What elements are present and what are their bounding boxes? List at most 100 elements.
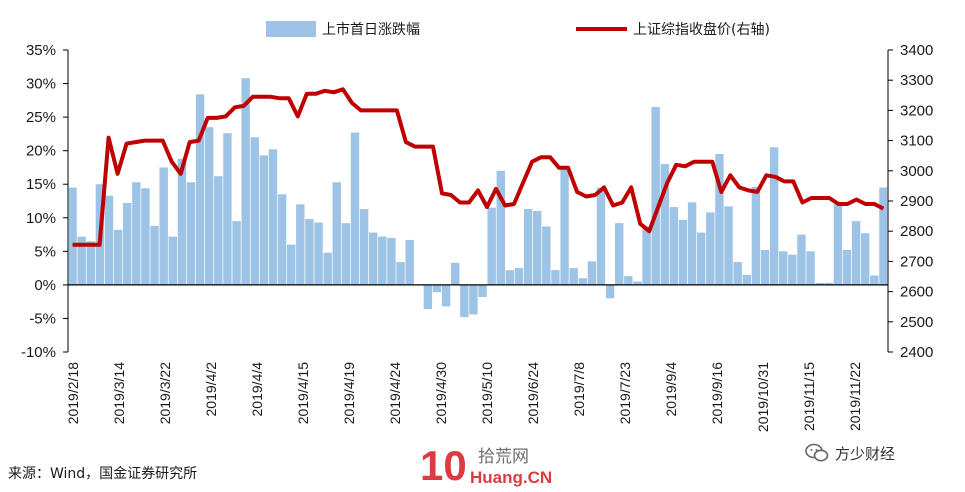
bar: [779, 251, 788, 285]
line-series: [72, 87, 885, 247]
bar: [341, 223, 351, 285]
bar: [542, 226, 551, 285]
bar: [742, 274, 751, 285]
watermark-right: 方少财经: [805, 439, 955, 467]
bar: [441, 284, 451, 307]
bar: [533, 211, 542, 285]
bar: [842, 249, 852, 285]
legend-bar-swatch: [266, 21, 316, 37]
x-tick-label: 2019/9/16: [709, 362, 725, 424]
x-tick-label: 2019/5/10: [479, 362, 495, 424]
bar: [760, 249, 770, 285]
bar: [460, 284, 469, 318]
x-tick-label: 2019/4/4: [249, 362, 265, 417]
x-tick-label: 2019/3/22: [157, 362, 173, 424]
bar: [523, 209, 533, 285]
bar: [469, 284, 478, 315]
bar: [733, 262, 742, 285]
right-tick-label: 3200: [900, 102, 933, 119]
watermark-right-text: 方少财经: [835, 444, 896, 463]
index-line: [72, 87, 885, 247]
source-note: 来源：Wind，国金证券研究所: [8, 466, 198, 482]
bar: [314, 222, 323, 285]
bar: [223, 133, 232, 285]
bar: [715, 154, 724, 285]
bar: [624, 276, 633, 285]
bar: [578, 278, 587, 285]
bar: [660, 164, 669, 285]
bar: [642, 226, 651, 285]
watermark-logo-cn: 拾荒网: [478, 447, 529, 467]
x-tick-label: 2019/4/30: [433, 362, 449, 424]
bar: [769, 147, 779, 285]
bar: [478, 284, 487, 297]
right-tick-label: 3400: [900, 42, 933, 59]
bar: [651, 107, 660, 285]
bar: [633, 281, 642, 285]
bar: [824, 282, 833, 285]
right-tick-label: 2400: [900, 344, 933, 361]
legend: 上市首日涨跌幅 上证综指收盘价(右轴): [266, 21, 770, 38]
bar: [259, 155, 269, 285]
right-tick-label: 2700: [900, 253, 933, 270]
bar: [268, 149, 278, 285]
bar: [195, 94, 205, 285]
bar: [569, 268, 578, 285]
bar: [150, 225, 159, 285]
watermark-logo-url: Huang.CN: [470, 468, 552, 487]
bar: [141, 188, 150, 285]
left-tick-label: -5%: [29, 310, 56, 327]
bar: [113, 229, 123, 285]
bar: [724, 206, 733, 285]
bar: [605, 284, 615, 299]
left-tick-label: 30%: [26, 76, 56, 93]
bar: [387, 237, 396, 285]
left-axis: -10% -5% 0% 5% 10% 15% 20% 25% 30% 35%: [21, 42, 68, 361]
x-tick-label: 2019/7/23: [617, 362, 633, 424]
left-tick-label: 5%: [34, 243, 56, 260]
legend-line-label: 上证综指收盘价(右轴): [633, 21, 770, 38]
bar: [378, 236, 387, 285]
bar: [706, 212, 715, 285]
bar: [68, 187, 77, 285]
bar: [296, 204, 305, 285]
left-tick-label: -10%: [21, 344, 56, 361]
right-tick-label: 2600: [900, 284, 933, 301]
x-tick-label: 2019/10/31: [755, 362, 771, 432]
bar: [751, 186, 761, 285]
bar: [159, 167, 168, 285]
bar: [451, 262, 460, 285]
bar: [186, 182, 196, 285]
x-tick-label: 2019/3/14: [111, 362, 127, 424]
bar: [369, 232, 378, 285]
bar: [870, 275, 879, 285]
bar: [359, 209, 369, 285]
x-tick-label: 2019/9/4: [663, 362, 679, 417]
watermark-logo-number: 10: [420, 442, 467, 488]
bar: [496, 170, 505, 285]
bar: [205, 127, 214, 285]
bar: [287, 244, 296, 285]
bar: [168, 236, 177, 285]
bar: [241, 78, 250, 285]
bar: [104, 195, 114, 285]
bar: [687, 202, 697, 285]
left-tick-label: 15%: [26, 176, 56, 193]
bar: [861, 233, 870, 285]
bar: [132, 182, 141, 285]
x-tick-label: 2019/11/15: [801, 362, 817, 431]
right-tick-label: 3100: [900, 133, 933, 150]
right-tick-label: 2500: [900, 314, 933, 331]
bar: [615, 223, 624, 285]
bar: [505, 270, 515, 285]
bar: [697, 232, 706, 285]
bar: [678, 219, 688, 285]
bar: [669, 207, 679, 285]
right-axis: 2400 2500 2600 2700 2800 2900 3000 3100 3200 3300…: [888, 42, 933, 361]
bar: [177, 158, 187, 285]
bar: [77, 236, 86, 285]
bar: [250, 137, 259, 285]
bar: [432, 284, 442, 293]
right-tick-label: 2900: [900, 193, 933, 210]
bar: [305, 219, 314, 285]
